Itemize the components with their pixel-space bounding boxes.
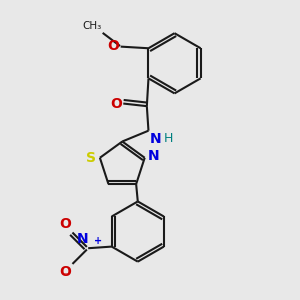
Text: O: O [59,217,71,231]
Text: H: H [164,132,173,145]
Text: N: N [147,149,159,163]
Text: ⁻: ⁻ [62,271,69,284]
Text: S: S [86,151,96,165]
Text: N: N [150,132,162,146]
Text: N: N [77,232,89,246]
Text: CH₃: CH₃ [82,21,102,31]
Text: O: O [59,265,71,279]
Text: O: O [110,97,122,110]
Text: O: O [107,39,119,53]
Text: +: + [94,236,102,246]
